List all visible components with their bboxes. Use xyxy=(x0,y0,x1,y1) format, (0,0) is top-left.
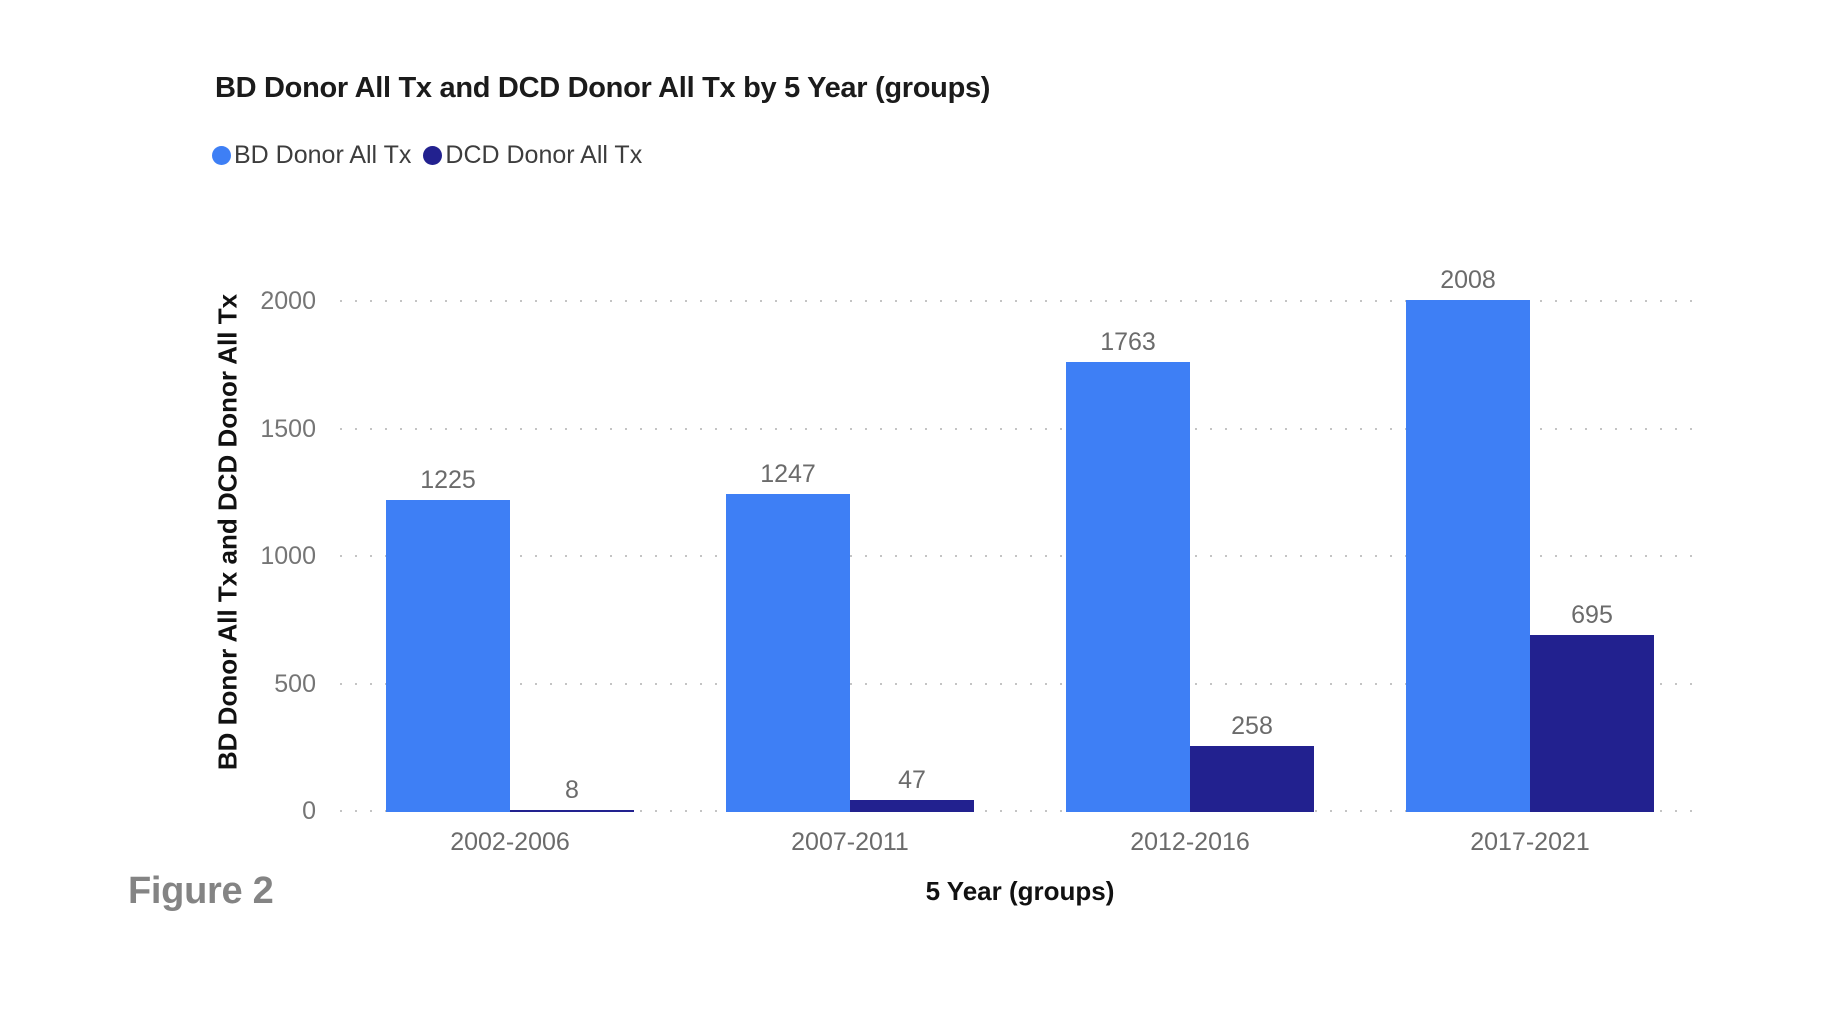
legend: BD Donor All Tx DCD Donor All Tx xyxy=(212,141,654,170)
y-tick-label: 500 xyxy=(274,669,316,698)
bar-column: 1247 xyxy=(726,461,850,812)
bar-group-2012-2016: 1763 258 2012-2016 xyxy=(1020,252,1360,856)
y-tick-label: 1000 xyxy=(260,542,316,570)
bar-bd-donor-all-tx[interactable] xyxy=(386,500,510,812)
data-label: 2008 xyxy=(1440,266,1496,294)
y-tick-label: 2000 xyxy=(260,287,316,315)
y-axis-title: BD Donor All Tx and DCD Donor All Tx xyxy=(212,293,243,771)
bar-bd-donor-all-tx[interactable] xyxy=(726,494,850,812)
y-tick-label: 1500 xyxy=(260,414,316,443)
bar-dcd-donor-all-tx[interactable] xyxy=(1190,746,1314,812)
legend-item-dcd-donor-all-tx[interactable]: DCD Donor All Tx xyxy=(423,141,642,170)
legend-label: BD Donor All Tx xyxy=(234,141,412,169)
bar-pair: 2008 695 xyxy=(1360,267,1700,812)
gridline xyxy=(340,682,1700,685)
gridline xyxy=(340,555,1700,557)
data-label: 1225 xyxy=(420,466,476,494)
x-category-label: 2012-2016 xyxy=(1130,828,1250,856)
bar-groups: 1225 8 2002-2006 1247 47 2007-2011 1763 258 2012… xyxy=(340,252,1700,856)
bar-pair: 1763 258 xyxy=(1020,329,1360,812)
gridline xyxy=(340,810,1700,812)
bar-dcd-donor-all-tx[interactable] xyxy=(510,810,634,812)
legend-item-bd-donor-all-tx[interactable]: BD Donor All Tx xyxy=(212,141,411,170)
data-label: 1247 xyxy=(760,460,816,488)
bar-pair: 1247 47 xyxy=(680,461,1020,812)
bar-group-2007-2011: 1247 47 2007-2011 xyxy=(680,252,1020,856)
bar-column: 695 xyxy=(1530,602,1654,812)
bar-bd-donor-all-tx[interactable] xyxy=(1406,300,1530,812)
x-axis-title: 5 Year (groups) xyxy=(925,876,1115,906)
bar-column: 1225 xyxy=(386,467,510,812)
chart-title: BD Donor All Tx and DCD Donor All Tx by … xyxy=(215,72,991,104)
legend-dot-icon xyxy=(423,146,443,165)
data-label: 1763 xyxy=(1100,328,1156,356)
bar-column: 2008 xyxy=(1406,267,1530,812)
bar-group-2002-2006: 1225 8 2002-2006 xyxy=(340,252,680,856)
x-category-label: 2007-2011 xyxy=(791,828,909,856)
data-label: 258 xyxy=(1231,712,1273,740)
data-label: 695 xyxy=(1571,601,1613,629)
data-label: 47 xyxy=(898,766,926,794)
gridline xyxy=(340,300,1700,302)
x-category-label: 2017-2021 xyxy=(1470,828,1590,856)
legend-label: DCD Donor All Tx xyxy=(445,141,643,169)
bar-column: 258 xyxy=(1190,713,1314,812)
data-label: 8 xyxy=(565,776,579,804)
x-category-label: 2002-2006 xyxy=(450,828,570,856)
legend-dot-icon xyxy=(212,146,231,165)
plot-area: 0 500 1000 1500 2000 1225 8 2002-2006 1247 47 200… xyxy=(260,252,1700,856)
bar-column: 1763 xyxy=(1066,329,1190,812)
bar-column: 47 xyxy=(850,767,974,812)
bar-dcd-donor-all-tx[interactable] xyxy=(1530,635,1654,812)
gridline xyxy=(340,427,1700,430)
bar-dcd-donor-all-tx[interactable] xyxy=(850,800,974,812)
y-tick-label: 0 xyxy=(302,797,316,825)
bar-column: 8 xyxy=(510,777,634,812)
bar-pair: 1225 8 xyxy=(340,467,680,812)
figure-caption: Figure 2 xyxy=(128,870,274,912)
bar-bd-donor-all-tx[interactable] xyxy=(1066,362,1190,812)
bar-group-2017-2021: 2008 695 2017-2021 xyxy=(1360,252,1700,856)
